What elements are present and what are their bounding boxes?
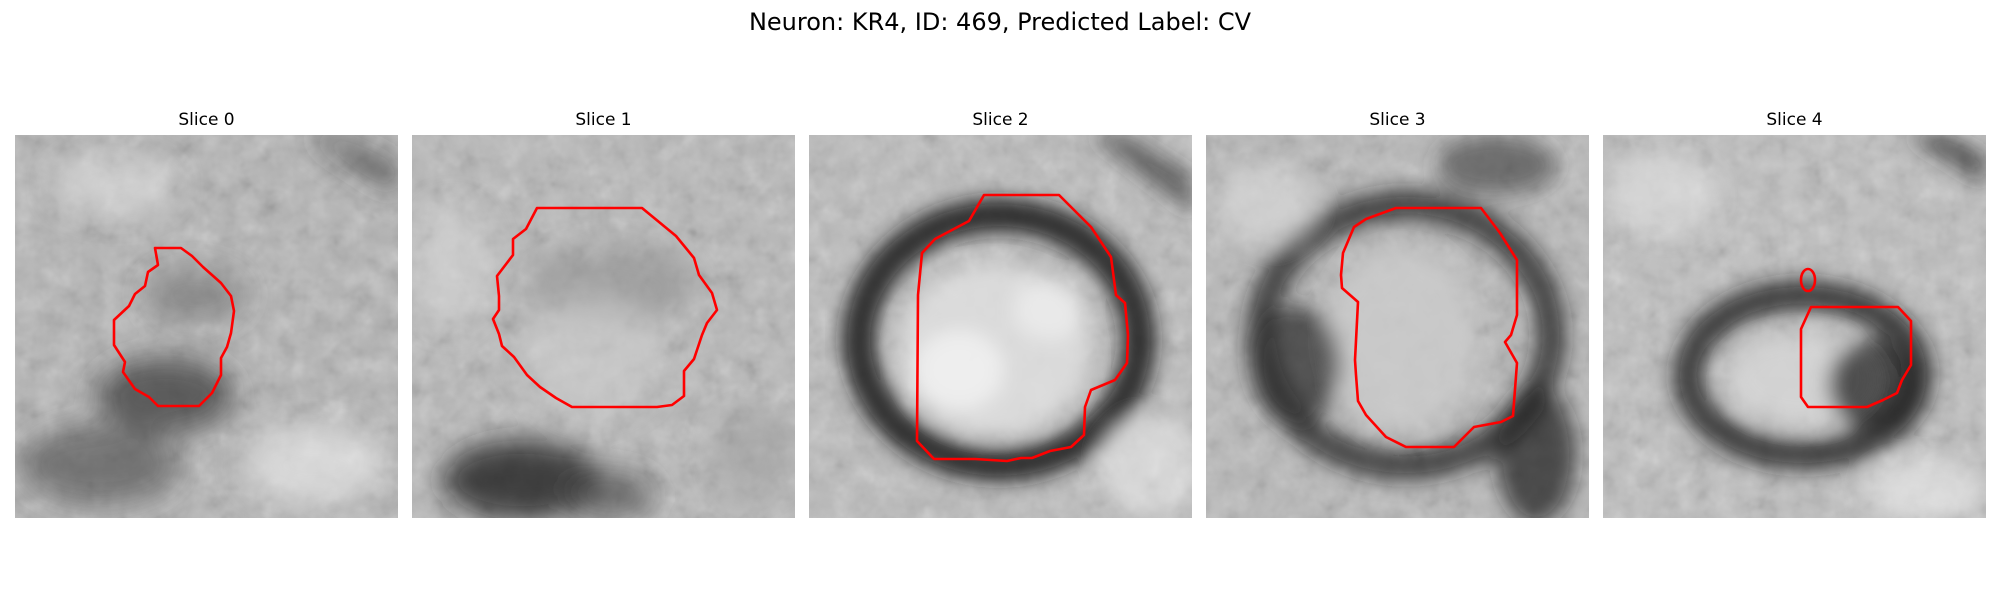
slice-title-4: Slice 4 <box>1766 110 1823 130</box>
slice-image-4 <box>1603 135 1986 518</box>
roi-contour <box>112 246 236 408</box>
roi-contour <box>1799 305 1913 409</box>
slice-image-0 <box>15 135 398 518</box>
roi-contour-small <box>1799 267 1817 293</box>
tissue-texture <box>1216 135 1576 518</box>
tissue-texture <box>20 135 398 505</box>
slice-title-2: Slice 2 <box>972 110 1029 130</box>
slice-title-3: Slice 3 <box>1369 110 1426 130</box>
slice-image-2 <box>809 135 1192 518</box>
roi-contour <box>491 206 719 409</box>
slice-image-3 <box>1206 135 1589 518</box>
tissue-texture <box>1608 135 1986 518</box>
tissue-texture <box>412 205 792 518</box>
tissue-texture <box>842 135 1192 515</box>
roi-contour <box>1339 206 1519 449</box>
roi-contour <box>915 193 1130 463</box>
slice-image-1 <box>412 135 795 518</box>
slice-title-0: Slice 0 <box>178 110 235 130</box>
figure-title: Neuron: KR4, ID: 469, Predicted Label: C… <box>748 8 1252 36</box>
slice-title-1: Slice 1 <box>575 110 632 130</box>
